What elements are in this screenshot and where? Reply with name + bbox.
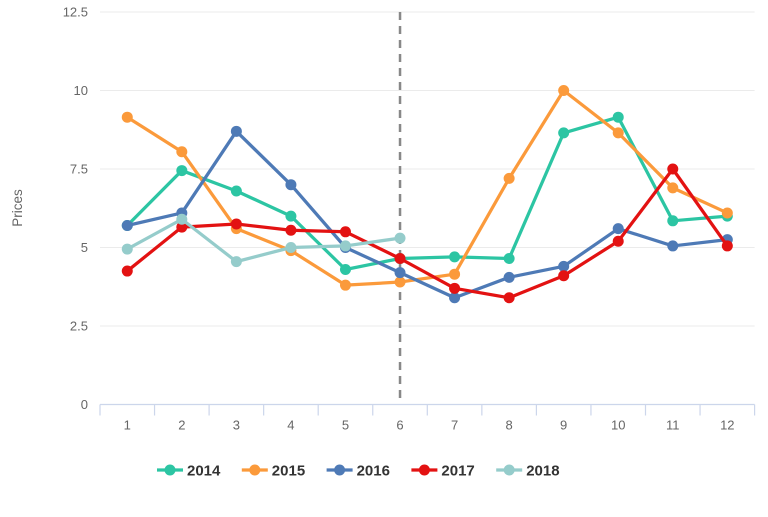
point-2015-m9[interactable]: [558, 85, 570, 96]
x-tick-label-3: 3: [233, 418, 240, 433]
legend-label-2014: 2014: [187, 463, 221, 480]
legend-item-2014[interactable]: 2014: [157, 463, 221, 480]
point-2016-m7[interactable]: [449, 292, 461, 304]
point-2018-m6[interactable]: [394, 232, 406, 244]
x-tick-label-1: 1: [124, 418, 131, 433]
series-line-2017: [125, 167, 729, 300]
point-2016-m6[interactable]: [394, 267, 406, 279]
point-2014-m11[interactable]: [667, 215, 679, 227]
point-2016-m4[interactable]: [285, 179, 297, 191]
legend-marker-dot-2018: [503, 464, 515, 476]
legend-label-2015: 2015: [272, 463, 305, 480]
series-line-2014: [125, 115, 729, 272]
y-tick-label-2.5: 2.5: [70, 319, 88, 334]
y-tick-label-5: 5: [81, 240, 88, 255]
point-2015-m12[interactable]: [721, 207, 733, 219]
point-2018-m1[interactable]: [121, 243, 133, 255]
legend-item-2016[interactable]: 2016: [326, 463, 390, 480]
point-2015-m8[interactable]: [503, 172, 515, 184]
x-tick-label-10: 10: [611, 418, 625, 433]
point-2014-m9[interactable]: [558, 127, 570, 139]
point-2016-m11[interactable]: [667, 240, 679, 252]
point-2017-m7[interactable]: [449, 282, 461, 294]
point-2015-m11[interactable]: [667, 182, 679, 194]
point-2014-m5[interactable]: [339, 263, 351, 275]
y-tick-label-12.5: 12.5: [63, 5, 88, 20]
x-tick-label-4: 4: [287, 418, 294, 433]
point-2017-m1[interactable]: [121, 265, 133, 277]
point-2015-m7[interactable]: [449, 268, 461, 280]
point-2014-m2[interactable]: [176, 165, 188, 177]
x-tick-label-6: 6: [396, 418, 403, 433]
point-2014-m7[interactable]: [449, 251, 461, 263]
point-2018-m3[interactable]: [230, 256, 242, 268]
x-tick-label-8: 8: [506, 418, 513, 433]
y-tick-label-10: 10: [74, 83, 88, 98]
point-2016-m9[interactable]: [558, 260, 570, 272]
legend-label-2016: 2016: [357, 463, 390, 480]
point-2014-m8[interactable]: [503, 252, 515, 264]
point-2016-m3[interactable]: [230, 125, 242, 137]
point-2014-m10[interactable]: [612, 111, 624, 123]
point-2017-m10[interactable]: [612, 235, 624, 247]
legend-marker-dot-2017: [418, 464, 430, 476]
legend-item-2015[interactable]: 2015: [241, 463, 305, 480]
series-line-2015: [125, 88, 729, 287]
point-2017-m5[interactable]: [339, 226, 351, 238]
legend-marker-dot-2016: [334, 464, 346, 476]
point-2018-m5[interactable]: [339, 240, 351, 252]
point-2017-m12[interactable]: [721, 240, 733, 252]
series-line-2018: [125, 217, 402, 264]
legend-marker-dot-2015: [249, 464, 261, 476]
point-2016-m10[interactable]: [612, 223, 624, 235]
point-2014-m3[interactable]: [230, 185, 242, 197]
legend-item-2018[interactable]: 2018: [496, 463, 560, 480]
x-tick-label-9: 9: [560, 418, 567, 433]
point-2017-m11[interactable]: [667, 163, 679, 175]
point-2016-m8[interactable]: [503, 271, 515, 283]
point-2014-m4[interactable]: [285, 210, 297, 222]
x-tick-label-5: 5: [342, 418, 349, 433]
point-2018-m2[interactable]: [176, 213, 188, 225]
legend-label-2018: 2018: [526, 463, 559, 480]
y-axis-title: Prices: [10, 189, 25, 227]
point-2015-m2[interactable]: [176, 146, 188, 158]
point-2017-m6[interactable]: [394, 252, 406, 264]
x-tick-label-12: 12: [720, 418, 734, 433]
x-tick-label-2: 2: [178, 418, 185, 433]
point-2016-m1[interactable]: [121, 220, 133, 232]
point-2017-m3[interactable]: [230, 218, 242, 230]
point-2018-m4[interactable]: [285, 242, 297, 253]
y-tick-label-0: 0: [81, 397, 88, 412]
legend-label-2017: 2017: [441, 463, 474, 480]
x-tick-label-7: 7: [451, 418, 458, 433]
point-2015-m10[interactable]: [612, 127, 624, 139]
y-tick-label-7.5: 7.5: [70, 162, 88, 177]
point-2017-m8[interactable]: [503, 292, 515, 304]
point-2015-m5[interactable]: [339, 279, 351, 291]
point-2017-m4[interactable]: [285, 224, 297, 236]
legend-marker-dot-2014: [164, 464, 176, 476]
point-2017-m9[interactable]: [558, 270, 570, 282]
point-2015-m6[interactable]: [394, 276, 406, 288]
point-2017-m2[interactable]: [176, 221, 188, 233]
legend-item-2017[interactable]: 2017: [411, 463, 475, 480]
point-2015-m1[interactable]: [121, 111, 133, 123]
x-tick-label-11: 11: [666, 418, 680, 433]
